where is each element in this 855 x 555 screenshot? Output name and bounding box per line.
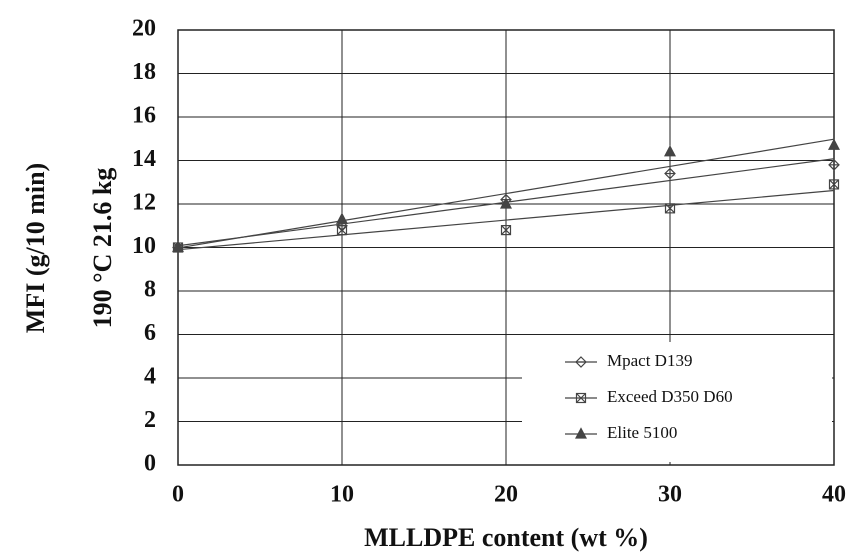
trend-line (177, 189, 835, 251)
legend-label: Elite 5100 (607, 423, 677, 442)
y-tick-label: 8 (144, 277, 156, 303)
y-tick-label: 0 (144, 451, 156, 477)
y-tick-label: 2 (144, 407, 156, 433)
marker (828, 179, 840, 190)
marker (172, 240, 184, 253)
x-axis-title: MLLDPE content (wt %) (364, 523, 648, 552)
legend-label: Exceed D350 D60 (607, 387, 733, 406)
marker (575, 356, 587, 368)
marker (500, 197, 512, 209)
y-tick-label: 6 (144, 320, 156, 346)
y-tick-label: 18 (132, 59, 156, 85)
marker (336, 225, 348, 236)
marker (500, 225, 512, 236)
marker (828, 138, 840, 150)
y-tick-label: 10 (132, 233, 156, 259)
y-tick-label: 12 (132, 190, 156, 216)
x-tick-label: 10 (330, 482, 354, 508)
y-tick-label: 20 (132, 16, 156, 42)
legend-label: Mpact D139 (607, 351, 692, 370)
y-axis-title: MFI (g/10 min) (21, 163, 50, 333)
y-tick-label: 16 (132, 103, 156, 129)
trend-line (177, 138, 835, 249)
x-tick-label: 20 (494, 482, 518, 508)
marker (664, 145, 676, 157)
marker (575, 427, 587, 439)
marker (575, 392, 587, 404)
x-tick-label: 0 (172, 482, 184, 508)
y-tick-label: 14 (132, 146, 156, 172)
marker (828, 159, 840, 171)
marker (664, 167, 676, 180)
y-tick-label: 4 (144, 364, 156, 390)
marker (336, 212, 348, 224)
x-tick-label: 40 (822, 482, 846, 508)
marker (664, 203, 676, 214)
y-axis-title: 190 °C 21.6 kg (88, 168, 117, 329)
x-tick-label: 30 (658, 482, 682, 508)
